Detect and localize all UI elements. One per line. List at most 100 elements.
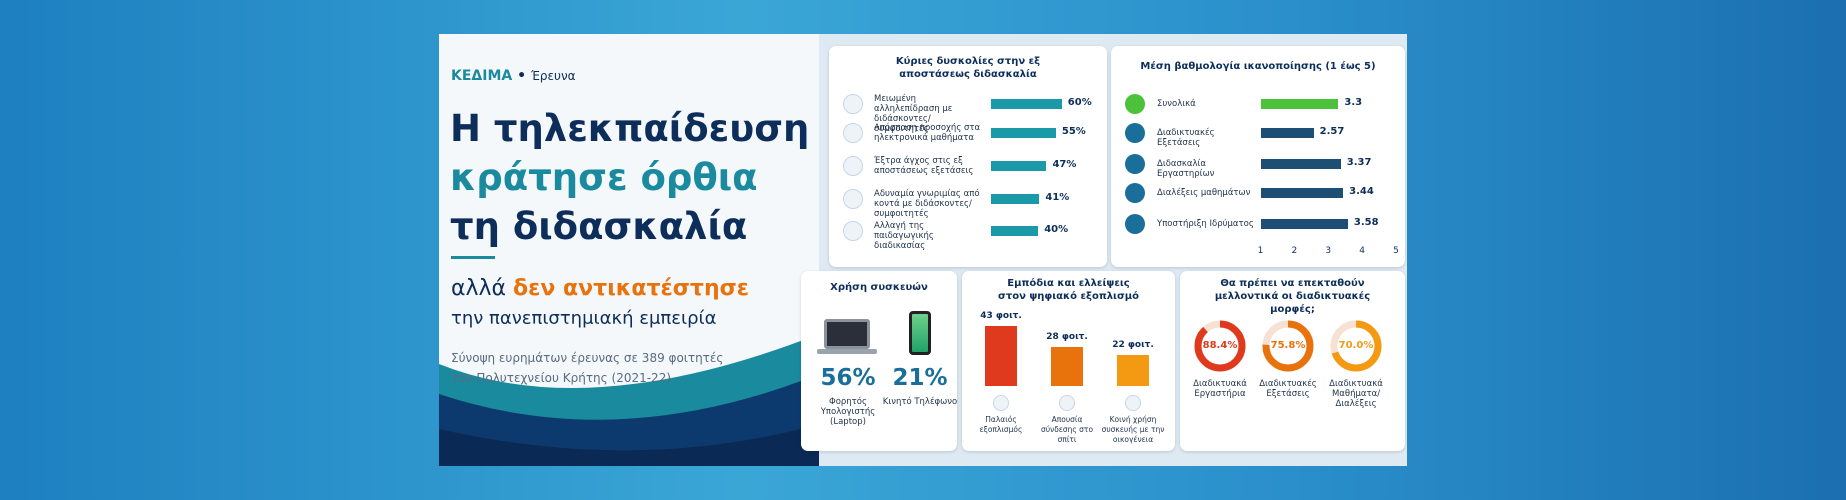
bar [1260, 188, 1344, 198]
stat-value: 21% [892, 365, 948, 391]
bar [1260, 159, 1341, 169]
brand: ΚΕΔΙΜΑ • Έρευνα [451, 68, 576, 84]
donut-label: 75.8% [1270, 340, 1306, 351]
bar [991, 194, 1040, 204]
section: Έρευνα [530, 69, 576, 83]
value-label: 22 φοιτ. [1112, 340, 1154, 351]
icon [1059, 395, 1075, 411]
left-background [439, 34, 819, 466]
category-label: Υποστήριξη Ιδρύματος [1157, 219, 1254, 229]
panel-title: Μέση βαθμολογία ικανοποίησης (1 έως 5) [1140, 61, 1376, 72]
icon [1125, 395, 1141, 411]
laptop-icon [824, 319, 870, 349]
panel: Μέση βαθμολογία ικανοποίησης (1 έως 5) Συ… [1111, 46, 1405, 267]
icon [843, 189, 863, 209]
category-label: Διαλέξεις μαθημάτων [1157, 188, 1251, 198]
category-label: Αδυναμία γνωριμίας από κοντά με διδάσκον… [874, 189, 980, 219]
value-label: 43 φοιτ. [980, 310, 1022, 321]
category-label: Κοινή χρήση συσκευής με την οικογένεια [1101, 415, 1165, 444]
panel-title: Χρήση συσκευών [830, 282, 928, 293]
x-tick-label: 1 [1257, 246, 1264, 256]
icon [1125, 154, 1145, 174]
category-label: Απουσία σύνδεσης στο σπίτι [1040, 415, 1094, 444]
panel: Εμπόδια και ελλείψεις στον ψηφιακό εξοπλ… [962, 271, 1175, 451]
bar [991, 226, 1039, 236]
icon [843, 156, 863, 176]
divider [451, 256, 495, 259]
bar [1260, 219, 1348, 229]
brand-name: ΚΕΔΙΜΑ [451, 68, 513, 84]
subtitle-text: αλλά [451, 276, 507, 301]
icon [843, 221, 863, 241]
bar [991, 99, 1062, 109]
bar [985, 325, 1017, 386]
value-label: 3.37 [1346, 157, 1372, 168]
category-label: Διαδικτυακά Εργαστήρια [1193, 379, 1247, 399]
infographic: ΚΕΔΙΜΑ • Έρευνα Η τηλεκπαίδευση κράτησε … [439, 34, 1407, 466]
panel-title: Κύριες δυσκολίες στην εξ αποστάσεως διδα… [895, 56, 1041, 80]
subtitle: αλλά δεν αντικατέστησε την πανεπιστημιακ… [451, 274, 749, 334]
panel-title: Θα πρέπει να επεκταθούν μελλοντικά οι δι… [1214, 278, 1371, 315]
panel: Θα πρέπει να επεκταθούν μελλοντικά οι δι… [1180, 271, 1405, 451]
note: Σύνοψη ευρημάτων έρευνας σε 389 φοιτητές… [451, 348, 723, 388]
stat-value: 56% [820, 365, 876, 391]
icon [1125, 214, 1145, 234]
donut-arc [1262, 320, 1314, 372]
icon [993, 395, 1009, 411]
bar [1260, 99, 1339, 109]
donuts [1194, 320, 1382, 372]
phone-icon [909, 311, 931, 355]
title-line: κράτησε όρθια [450, 156, 758, 199]
category-label: Συνολικά [1157, 99, 1196, 109]
bar [991, 128, 1056, 138]
category-label: Μειωμένη αλληλεπίδραση με διδάσκοντες/συ… [874, 94, 953, 134]
icon [1125, 123, 1145, 143]
note-line: του Πολυτεχνείου Κρήτης (2021-22) [451, 371, 672, 385]
category-label: Διαδικτυακές Εξετάσεις [1259, 379, 1317, 399]
donut-arc [1330, 320, 1382, 372]
stat-label: Φορητός Υπολογιστής (Laptop) [820, 397, 876, 427]
x-tick-label: 3 [1325, 246, 1332, 256]
value-label: 47% [1052, 159, 1077, 170]
icon [843, 123, 863, 143]
donut-arc [1194, 320, 1246, 372]
category-label: Παλαιός εξοπλισμός [979, 415, 1023, 434]
x-tick-label: 5 [1393, 246, 1399, 256]
laptop-base [817, 349, 877, 354]
headline: Η τηλεκπαίδευση κράτησε όρθια τη διδασκα… [450, 104, 809, 251]
category-label: Διαδικτυακά Μαθήματα/ Διαλέξεις [1329, 379, 1383, 409]
bar [991, 161, 1047, 171]
x-tick-label: 4 [1359, 246, 1365, 256]
bar [1051, 346, 1083, 386]
icon [843, 94, 863, 114]
value-label: 3.44 [1349, 186, 1374, 197]
value-label: 2.57 [1319, 126, 1345, 137]
panel: Χρήση συσκευών 56% Φορητός Υπολογιστής (La… [801, 271, 957, 451]
category-label: Έξτρα άγχος στις εξ αποστάσεως εξετάσεις [874, 156, 974, 176]
category-label: Απόσπαση προσοχής στα ηλεκτρονικά μαθήμα… [874, 123, 981, 143]
bar [1260, 128, 1314, 138]
value-label: 28 φοιτ. [1046, 331, 1088, 342]
value-label: 3.3 [1344, 97, 1363, 108]
panel: Κύριες δυσκολίες στην εξ αποστάσεως διδα… [829, 46, 1107, 267]
title-line: Η τηλεκπαίδευση [450, 107, 810, 150]
panel-title: Εμπόδια και ελλείψεις στον ψηφιακό εξοπλ… [998, 278, 1139, 302]
icon [1125, 94, 1145, 114]
subtitle-text: την πανεπιστημιακή εμπειρία [451, 308, 717, 329]
value-label: 41% [1045, 192, 1070, 203]
bar [1117, 355, 1149, 386]
value-label: 3.58 [1353, 217, 1379, 228]
category-label: Αλλαγή της παιδαγωγικής διαδικασίας [874, 221, 934, 251]
category-label: Διδασκαλία Εργαστηρίων [1157, 159, 1215, 179]
icon [1125, 183, 1145, 203]
category-label: Διαδικτυακές Εξετάσεις [1157, 128, 1215, 148]
title-line: τη διδασκαλία [450, 205, 748, 248]
stat-label: Κινητό Τηλέφωνο [882, 397, 958, 407]
value-label: 40% [1044, 224, 1069, 235]
x-tick-label: 2 [1291, 246, 1298, 256]
subtitle-emphasis: δεν αντικατέστησε [513, 276, 750, 301]
value-label: 55% [1061, 126, 1086, 137]
donut-label: 70.0% [1338, 340, 1374, 351]
note-line: Σύνοψη ευρημάτων έρευνας σε 389 φοιτητές [451, 351, 724, 365]
value-label: 60% [1067, 97, 1092, 108]
